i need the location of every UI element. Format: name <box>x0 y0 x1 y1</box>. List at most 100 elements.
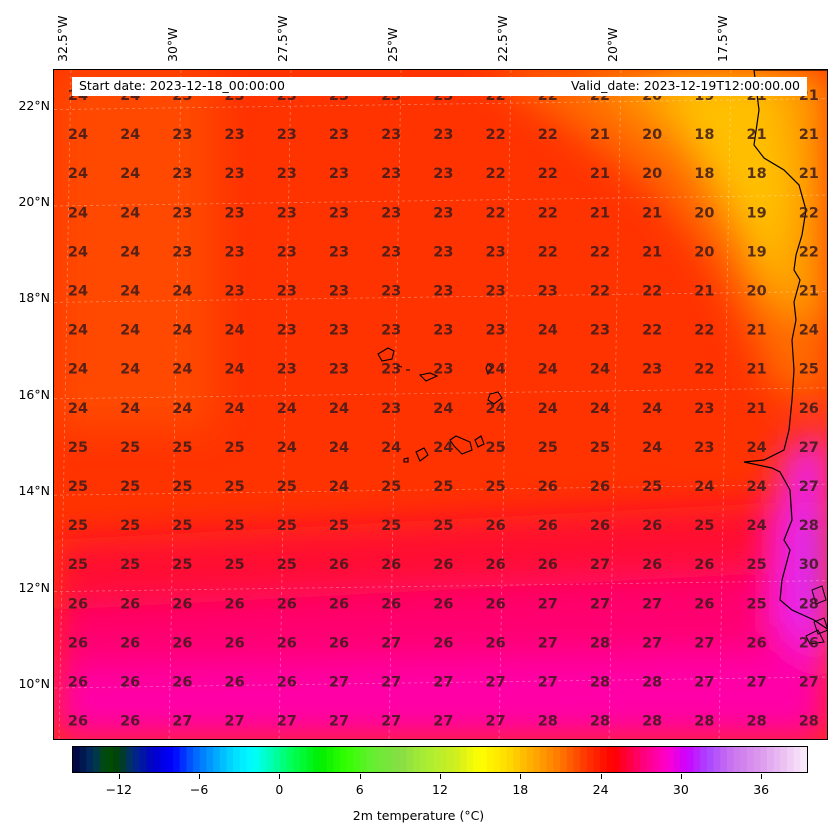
temperature-value: 24 <box>381 440 401 456</box>
temperature-value: 24 <box>120 244 140 260</box>
temperature-value: 26 <box>225 596 245 612</box>
temperature-value: 26 <box>642 518 662 534</box>
colorbar-cell <box>666 747 675 772</box>
colorbar-cell <box>433 747 441 772</box>
temperature-value: 28 <box>747 714 767 730</box>
colorbar-cell <box>540 747 548 772</box>
temperature-value: 26 <box>381 596 401 612</box>
temperature-value: 27 <box>277 714 297 730</box>
temperature-value: 27 <box>486 714 506 730</box>
meridian-line <box>608 70 622 739</box>
temperature-value: 23 <box>277 205 297 221</box>
temperature-value: 27 <box>381 714 401 730</box>
temperature-value: 24 <box>277 440 297 456</box>
temperature-value: 24 <box>68 284 88 300</box>
colorbar-cell <box>333 747 341 772</box>
temperature-value: 25 <box>538 440 558 456</box>
temperature-value: 24 <box>120 127 140 143</box>
temperature-value: 23 <box>381 127 401 143</box>
temperature-value: 22 <box>642 323 662 339</box>
temperature-value: 25 <box>747 557 767 573</box>
colorbar-cell <box>600 747 608 772</box>
graticule-lines <box>54 70 827 739</box>
temperature-value: 26 <box>381 557 401 573</box>
colorbar-cell <box>419 747 428 772</box>
colorbar-tick <box>680 774 682 779</box>
temperature-value: 20 <box>642 127 662 143</box>
temperature-value: 23 <box>277 127 297 143</box>
colorbar-cell <box>166 747 174 772</box>
colorbar-cell <box>626 747 635 772</box>
colorbar-cell <box>526 747 535 772</box>
temperature-value: 24 <box>68 205 88 221</box>
temperature-value: 27 <box>590 557 610 573</box>
colorbar-cell <box>346 747 354 772</box>
temperature-value: 26 <box>486 557 506 573</box>
temperature-value: 27 <box>433 675 453 691</box>
temperature-value: 26 <box>68 596 88 612</box>
temperature-value: 24 <box>747 440 767 456</box>
colorbar-cell <box>306 747 314 772</box>
colorbar-cell <box>186 747 194 772</box>
colorbar-cell <box>500 747 508 772</box>
temperature-value: 25 <box>277 479 297 495</box>
temperature-value: 26 <box>172 635 192 651</box>
temperature-value: 25 <box>120 518 140 534</box>
colorbar-cell <box>573 747 581 772</box>
temperature-value: 25 <box>68 440 88 456</box>
latitude-label: 22°N <box>18 97 50 113</box>
colorbar-cell <box>126 747 134 772</box>
longitude-label: 30°W <box>165 27 180 62</box>
colorbar-cell <box>720 747 728 772</box>
temperature-value: 23 <box>381 362 401 378</box>
temperature-value: 23 <box>381 205 401 221</box>
colorbar-cell <box>586 747 595 772</box>
temperature-value: 27 <box>694 675 714 691</box>
temperature-value: 20 <box>694 244 714 260</box>
temperature-value: 26 <box>225 635 245 651</box>
temperature-value: 23 <box>172 244 192 260</box>
colorbar-tick-label: 36 <box>753 782 770 797</box>
latitude-label: 20°N <box>18 194 50 209</box>
temperature-value: 24 <box>120 205 140 221</box>
colorbar-cell <box>620 747 628 772</box>
temperature-value: 23 <box>329 205 349 221</box>
temperature-value: 21 <box>799 166 819 182</box>
temperature-value: 25 <box>381 479 401 495</box>
temperature-value: 26 <box>694 596 714 612</box>
temperature-value: 23 <box>225 127 245 143</box>
temperature-value: 23 <box>277 362 297 378</box>
temperature-value: 27 <box>329 675 349 691</box>
temperature-map: 24 24 23 23 23 23 23 23 22 22 22 20 19 21 21 24 24 23 23 23… <box>54 70 827 739</box>
temperature-value: 26 <box>120 714 140 730</box>
colorbar-cell <box>133 747 141 772</box>
temperature-value: 23 <box>329 244 349 260</box>
temperature-value: 23 <box>381 244 401 260</box>
temperature-value: 23 <box>225 205 245 221</box>
temperature-value: 28 <box>538 714 558 730</box>
temperature-value: 27 <box>747 675 767 691</box>
cape-verde-islands <box>377 347 503 463</box>
temperature-value: 21 <box>747 362 767 378</box>
colorbar-cell <box>713 747 721 772</box>
colorbar-cell <box>793 747 801 772</box>
colorbar-cell <box>700 747 708 772</box>
colorbar-tick-label: 18 <box>512 782 529 797</box>
temperature-value-labels: 24 24 23 23 23 23 23 23 22 22 22 20 19 21 21 24 24 23 23 23… <box>68 88 819 730</box>
longitude-label: 27.5°W <box>275 15 290 62</box>
colorbar-cell <box>786 747 795 772</box>
meridian-line <box>498 70 512 739</box>
colorbar-cell <box>259 747 268 772</box>
colorbar-cell <box>93 747 101 772</box>
colorbar-cell <box>193 747 201 772</box>
temperature-value: 22 <box>799 205 819 221</box>
temperature-value: 24 <box>120 401 140 417</box>
colorbar-cell <box>153 747 161 772</box>
temperature-value: 22 <box>590 244 610 260</box>
temperature-value: 20 <box>747 284 767 300</box>
colorbar <box>72 746 808 773</box>
colorbar-cell <box>253 747 261 772</box>
temperature-value: 27 <box>590 596 610 612</box>
temperature-value: 21 <box>747 127 767 143</box>
temperature-value: 25 <box>329 518 349 534</box>
